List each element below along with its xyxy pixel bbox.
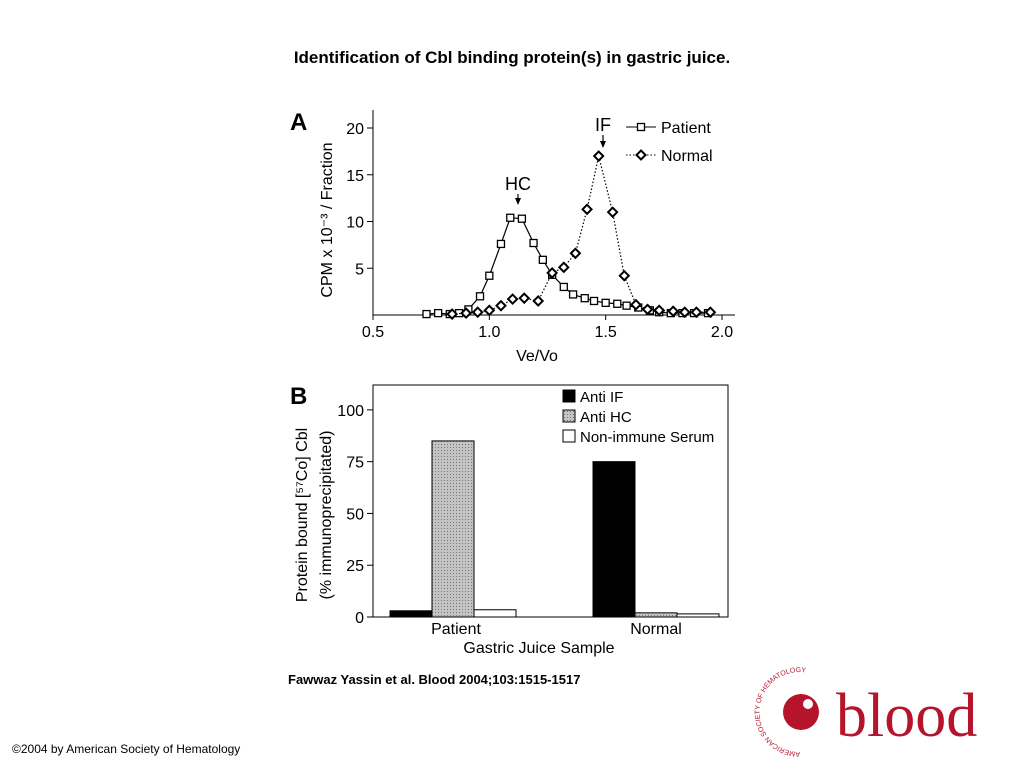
bar	[592, 461, 636, 618]
annotation-arrowhead	[515, 198, 521, 205]
point	[559, 282, 568, 292]
point	[532, 295, 545, 307]
point	[506, 293, 519, 306]
annotation: IF	[595, 115, 611, 135]
point	[589, 296, 599, 306]
y-tick-label: 100	[337, 403, 364, 420]
point	[518, 292, 531, 305]
y-tick-label: 50	[346, 506, 364, 523]
legend-marker	[635, 149, 647, 161]
copyright: ©2004 by American Society of Hematology	[12, 742, 240, 756]
x-tick-label: 2.0	[711, 324, 733, 341]
point	[704, 306, 717, 319]
point	[483, 304, 496, 317]
logo-emblem-dot	[803, 699, 813, 709]
y-tick-label: 75	[346, 455, 364, 472]
y-tick-label: 0	[355, 610, 364, 627]
legend-label: Anti IF	[580, 389, 623, 406]
legend-label: Normal	[661, 148, 713, 165]
y-axis-label: CPM x 10⁻³ / Fraction	[319, 142, 336, 297]
point	[678, 306, 691, 319]
y-tick-label: 25	[346, 558, 364, 575]
point	[568, 290, 578, 299]
y-axis-label: Protein bound [⁵⁷Co] Cbl	[294, 428, 311, 602]
x-tick-label: Patient	[431, 621, 481, 638]
legend-label: Anti HC	[580, 409, 632, 426]
y-axis-label: (% immunoprecipitated)	[318, 431, 335, 600]
x-tick-label: 0.5	[362, 324, 384, 341]
point	[557, 261, 570, 274]
point	[618, 269, 631, 282]
legend-swatch	[562, 429, 576, 443]
logo-text: blood	[836, 682, 977, 750]
point	[460, 307, 472, 320]
point	[506, 213, 515, 222]
bar	[389, 610, 433, 618]
point	[446, 308, 459, 320]
x-tick-label: 1.0	[478, 324, 500, 341]
legend-marker	[636, 122, 646, 132]
x-tick-label: Normal	[630, 621, 682, 638]
point	[653, 304, 666, 317]
point	[622, 301, 631, 310]
point	[641, 303, 654, 316]
legend-label: Patient	[661, 120, 711, 137]
y-tick-label: 15	[346, 168, 364, 185]
y-tick-label: 20	[346, 121, 364, 138]
point	[581, 203, 593, 216]
point	[517, 214, 527, 223]
point	[606, 206, 619, 219]
point	[433, 308, 443, 318]
logo-emblem	[783, 694, 819, 730]
annotation-arrowhead	[600, 141, 606, 148]
point	[569, 247, 582, 260]
panel-label: A	[290, 109, 307, 136]
point	[475, 292, 485, 301]
logo: AMERICAN SOCIETY OF HEMATOLOGY blood	[755, 667, 978, 757]
slide-title: Identification of Cbl binding protein(s)…	[294, 48, 730, 67]
point	[629, 298, 642, 311]
plot-frame	[372, 384, 729, 618]
point	[580, 294, 589, 303]
x-axis-label: Ve/Vo	[516, 348, 558, 365]
point	[538, 255, 547, 264]
x-tick-label: 1.5	[595, 324, 617, 341]
point	[529, 238, 538, 248]
point	[422, 309, 431, 319]
y-tick-label: 5	[355, 261, 364, 278]
legend-label: Non-immune Serum	[580, 429, 714, 446]
point	[601, 298, 610, 307]
point	[613, 299, 622, 308]
point	[546, 267, 559, 279]
point	[690, 306, 703, 319]
point	[495, 299, 507, 312]
series-line	[452, 155, 711, 315]
x-axis-label: Gastric Juice Sample	[463, 640, 614, 657]
point	[471, 306, 484, 319]
bar	[473, 609, 517, 618]
bar	[676, 613, 720, 618]
bar	[431, 440, 475, 618]
annotation: HC	[505, 174, 531, 194]
citation: Fawwaz Yassin et al. Blood 2004;103:1515…	[288, 672, 580, 687]
point	[667, 305, 680, 318]
legend-swatch	[562, 389, 576, 403]
panel-label: B	[290, 383, 307, 410]
bar	[634, 612, 678, 618]
y-tick-label: 10	[346, 215, 364, 232]
point	[496, 239, 506, 249]
legend-swatch	[562, 409, 576, 423]
point	[485, 271, 494, 280]
point	[592, 150, 605, 162]
